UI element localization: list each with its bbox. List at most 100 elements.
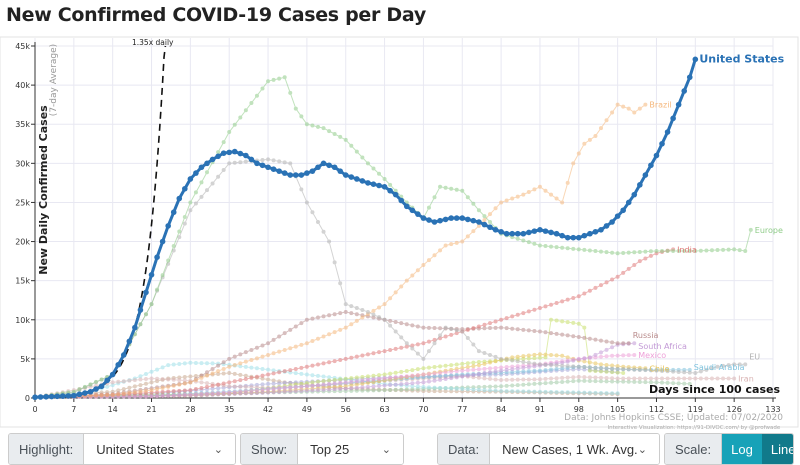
data-point xyxy=(743,248,748,253)
data-point xyxy=(143,372,148,377)
data-point xyxy=(593,390,598,395)
data-point xyxy=(554,353,559,358)
series-line xyxy=(34,76,752,398)
data-point xyxy=(709,248,714,253)
data-point xyxy=(493,354,498,359)
data-point xyxy=(349,386,354,391)
data-point xyxy=(299,384,304,389)
data-point xyxy=(310,339,315,344)
data-point xyxy=(732,376,737,381)
data-point xyxy=(237,150,244,157)
data-label: Data: xyxy=(438,434,491,464)
data-select[interactable]: Data: New Cases, 1 Wk. Avg. ⌄ xyxy=(437,433,660,465)
data-point xyxy=(604,354,609,359)
data-point xyxy=(343,137,348,142)
data-point xyxy=(476,371,481,376)
data-point xyxy=(338,386,343,391)
data-point xyxy=(587,230,593,237)
show-select[interactable]: Show: Top 25 ⌄ xyxy=(240,433,404,465)
data-point xyxy=(587,355,592,360)
data-point xyxy=(410,273,415,278)
data-point xyxy=(554,318,559,323)
data-point xyxy=(232,391,237,396)
highlight-value: United States xyxy=(96,441,175,457)
data-point xyxy=(88,393,93,398)
data-point xyxy=(471,201,476,206)
data-point xyxy=(327,387,332,392)
data-point xyxy=(138,377,143,382)
data-point xyxy=(504,365,509,370)
data-point xyxy=(210,181,215,186)
data-point xyxy=(609,219,615,225)
data-point xyxy=(421,375,426,380)
scale-linear-button[interactable]: Linear xyxy=(761,434,793,464)
data-point xyxy=(199,180,204,185)
data-point xyxy=(460,239,465,244)
data-point xyxy=(271,351,276,356)
data-point xyxy=(243,373,248,378)
data-point xyxy=(532,364,537,369)
data-point xyxy=(388,371,393,376)
data-point xyxy=(193,373,198,378)
data-point xyxy=(499,325,504,330)
data-point xyxy=(282,347,287,352)
scale-log-button[interactable]: Log xyxy=(722,434,762,464)
data-point xyxy=(521,356,526,361)
data-point xyxy=(243,359,248,364)
data-point xyxy=(659,140,665,147)
data-point xyxy=(182,388,187,393)
data-point xyxy=(471,229,476,234)
data-point xyxy=(499,384,504,389)
data-point xyxy=(399,335,404,340)
data-point xyxy=(260,343,265,348)
data-point xyxy=(593,365,598,370)
data-point xyxy=(277,159,282,164)
highlight-select[interactable]: Highlight: United States ⌄ xyxy=(8,433,236,465)
data-point xyxy=(598,227,604,233)
x-tick-label: 119 xyxy=(688,405,703,414)
data-point xyxy=(149,380,154,385)
data-point xyxy=(221,366,226,371)
data-point xyxy=(460,329,465,334)
data-point xyxy=(621,270,626,275)
data-point xyxy=(549,244,554,249)
data-point xyxy=(648,368,653,373)
data-point xyxy=(249,375,254,380)
data-point xyxy=(371,351,376,356)
data-point xyxy=(438,389,443,394)
data-point xyxy=(704,367,709,372)
data-point xyxy=(349,376,354,381)
data-point xyxy=(304,317,309,322)
data-point xyxy=(671,248,676,253)
data-point xyxy=(415,324,420,329)
data-point xyxy=(354,318,359,323)
data-point xyxy=(292,172,299,178)
data-point xyxy=(549,331,554,336)
data-point xyxy=(643,102,648,107)
data-point xyxy=(304,372,309,377)
data-point xyxy=(221,371,226,376)
data-point xyxy=(675,101,682,108)
data-point xyxy=(342,172,349,178)
data-point xyxy=(243,384,248,389)
data-point xyxy=(426,325,431,330)
data-point xyxy=(687,376,692,381)
data-point xyxy=(299,187,304,192)
data-point xyxy=(315,373,320,378)
data-point xyxy=(254,374,259,379)
data-point xyxy=(421,356,426,361)
data-point xyxy=(210,361,215,366)
data-point xyxy=(209,156,216,163)
x-tick-label: 49 xyxy=(302,405,312,414)
data-point xyxy=(637,376,642,381)
data-point xyxy=(632,379,637,384)
data-point xyxy=(270,166,277,172)
data-point xyxy=(449,326,454,331)
data-point xyxy=(166,389,171,394)
data-point xyxy=(615,102,620,107)
data-point xyxy=(637,259,642,264)
data-point xyxy=(120,352,127,358)
data-point xyxy=(532,187,537,192)
data-point xyxy=(560,360,565,365)
data-point xyxy=(426,371,431,376)
